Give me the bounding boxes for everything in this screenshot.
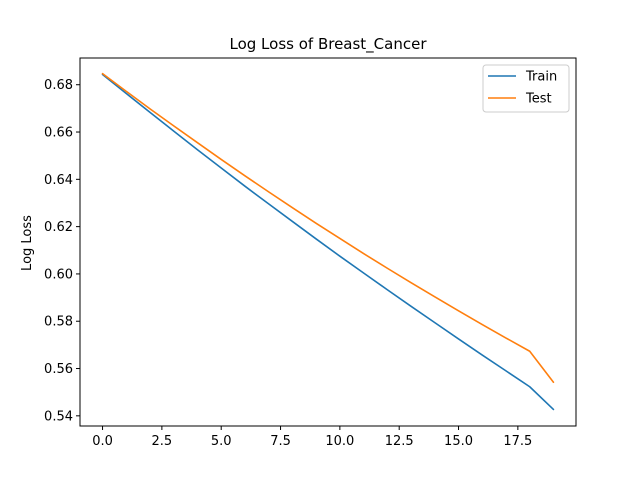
y-tick-label: 0.56 <box>44 362 73 377</box>
axis-ticks: 0.0 2.5 5.0 7.5 10.0 12.5 15.0 17.5 0.54 0.56 0.58… <box>44 78 532 449</box>
y-tick-label: 0.66 <box>44 126 73 141</box>
series-line-train <box>101 73 555 411</box>
y-tick-label: 0.60 <box>44 267 73 282</box>
y-tick-label: 0.68 <box>44 78 73 93</box>
x-tick-label: 5.0 <box>211 434 232 449</box>
series-layer <box>101 72 555 411</box>
x-tick-label: 17.5 <box>503 434 532 449</box>
series-line-test <box>101 72 555 384</box>
y-tick-label: 0.58 <box>44 315 73 330</box>
x-tick-label: 2.5 <box>152 434 173 449</box>
x-tick-label: 0.0 <box>92 434 113 449</box>
chart-title: Log Loss of Breast_Cancer <box>229 35 427 54</box>
y-tick-label: 0.54 <box>44 409 73 424</box>
y-tick-label: 0.62 <box>44 220 73 235</box>
plot-area <box>79 57 577 427</box>
x-tick-label: 15.0 <box>444 434 473 449</box>
x-tick-label: 12.5 <box>385 434 414 449</box>
x-tick-label: 10.0 <box>325 434 354 449</box>
legend: Train Test <box>482 64 570 113</box>
y-tick-label: 0.64 <box>44 173 73 188</box>
legend-label-train: Train <box>525 70 557 85</box>
legend-label-test: Test <box>525 92 552 107</box>
y-axis-label: Log Loss <box>20 215 35 271</box>
axes-frame <box>79 57 577 427</box>
x-tick-label: 7.5 <box>270 434 291 449</box>
